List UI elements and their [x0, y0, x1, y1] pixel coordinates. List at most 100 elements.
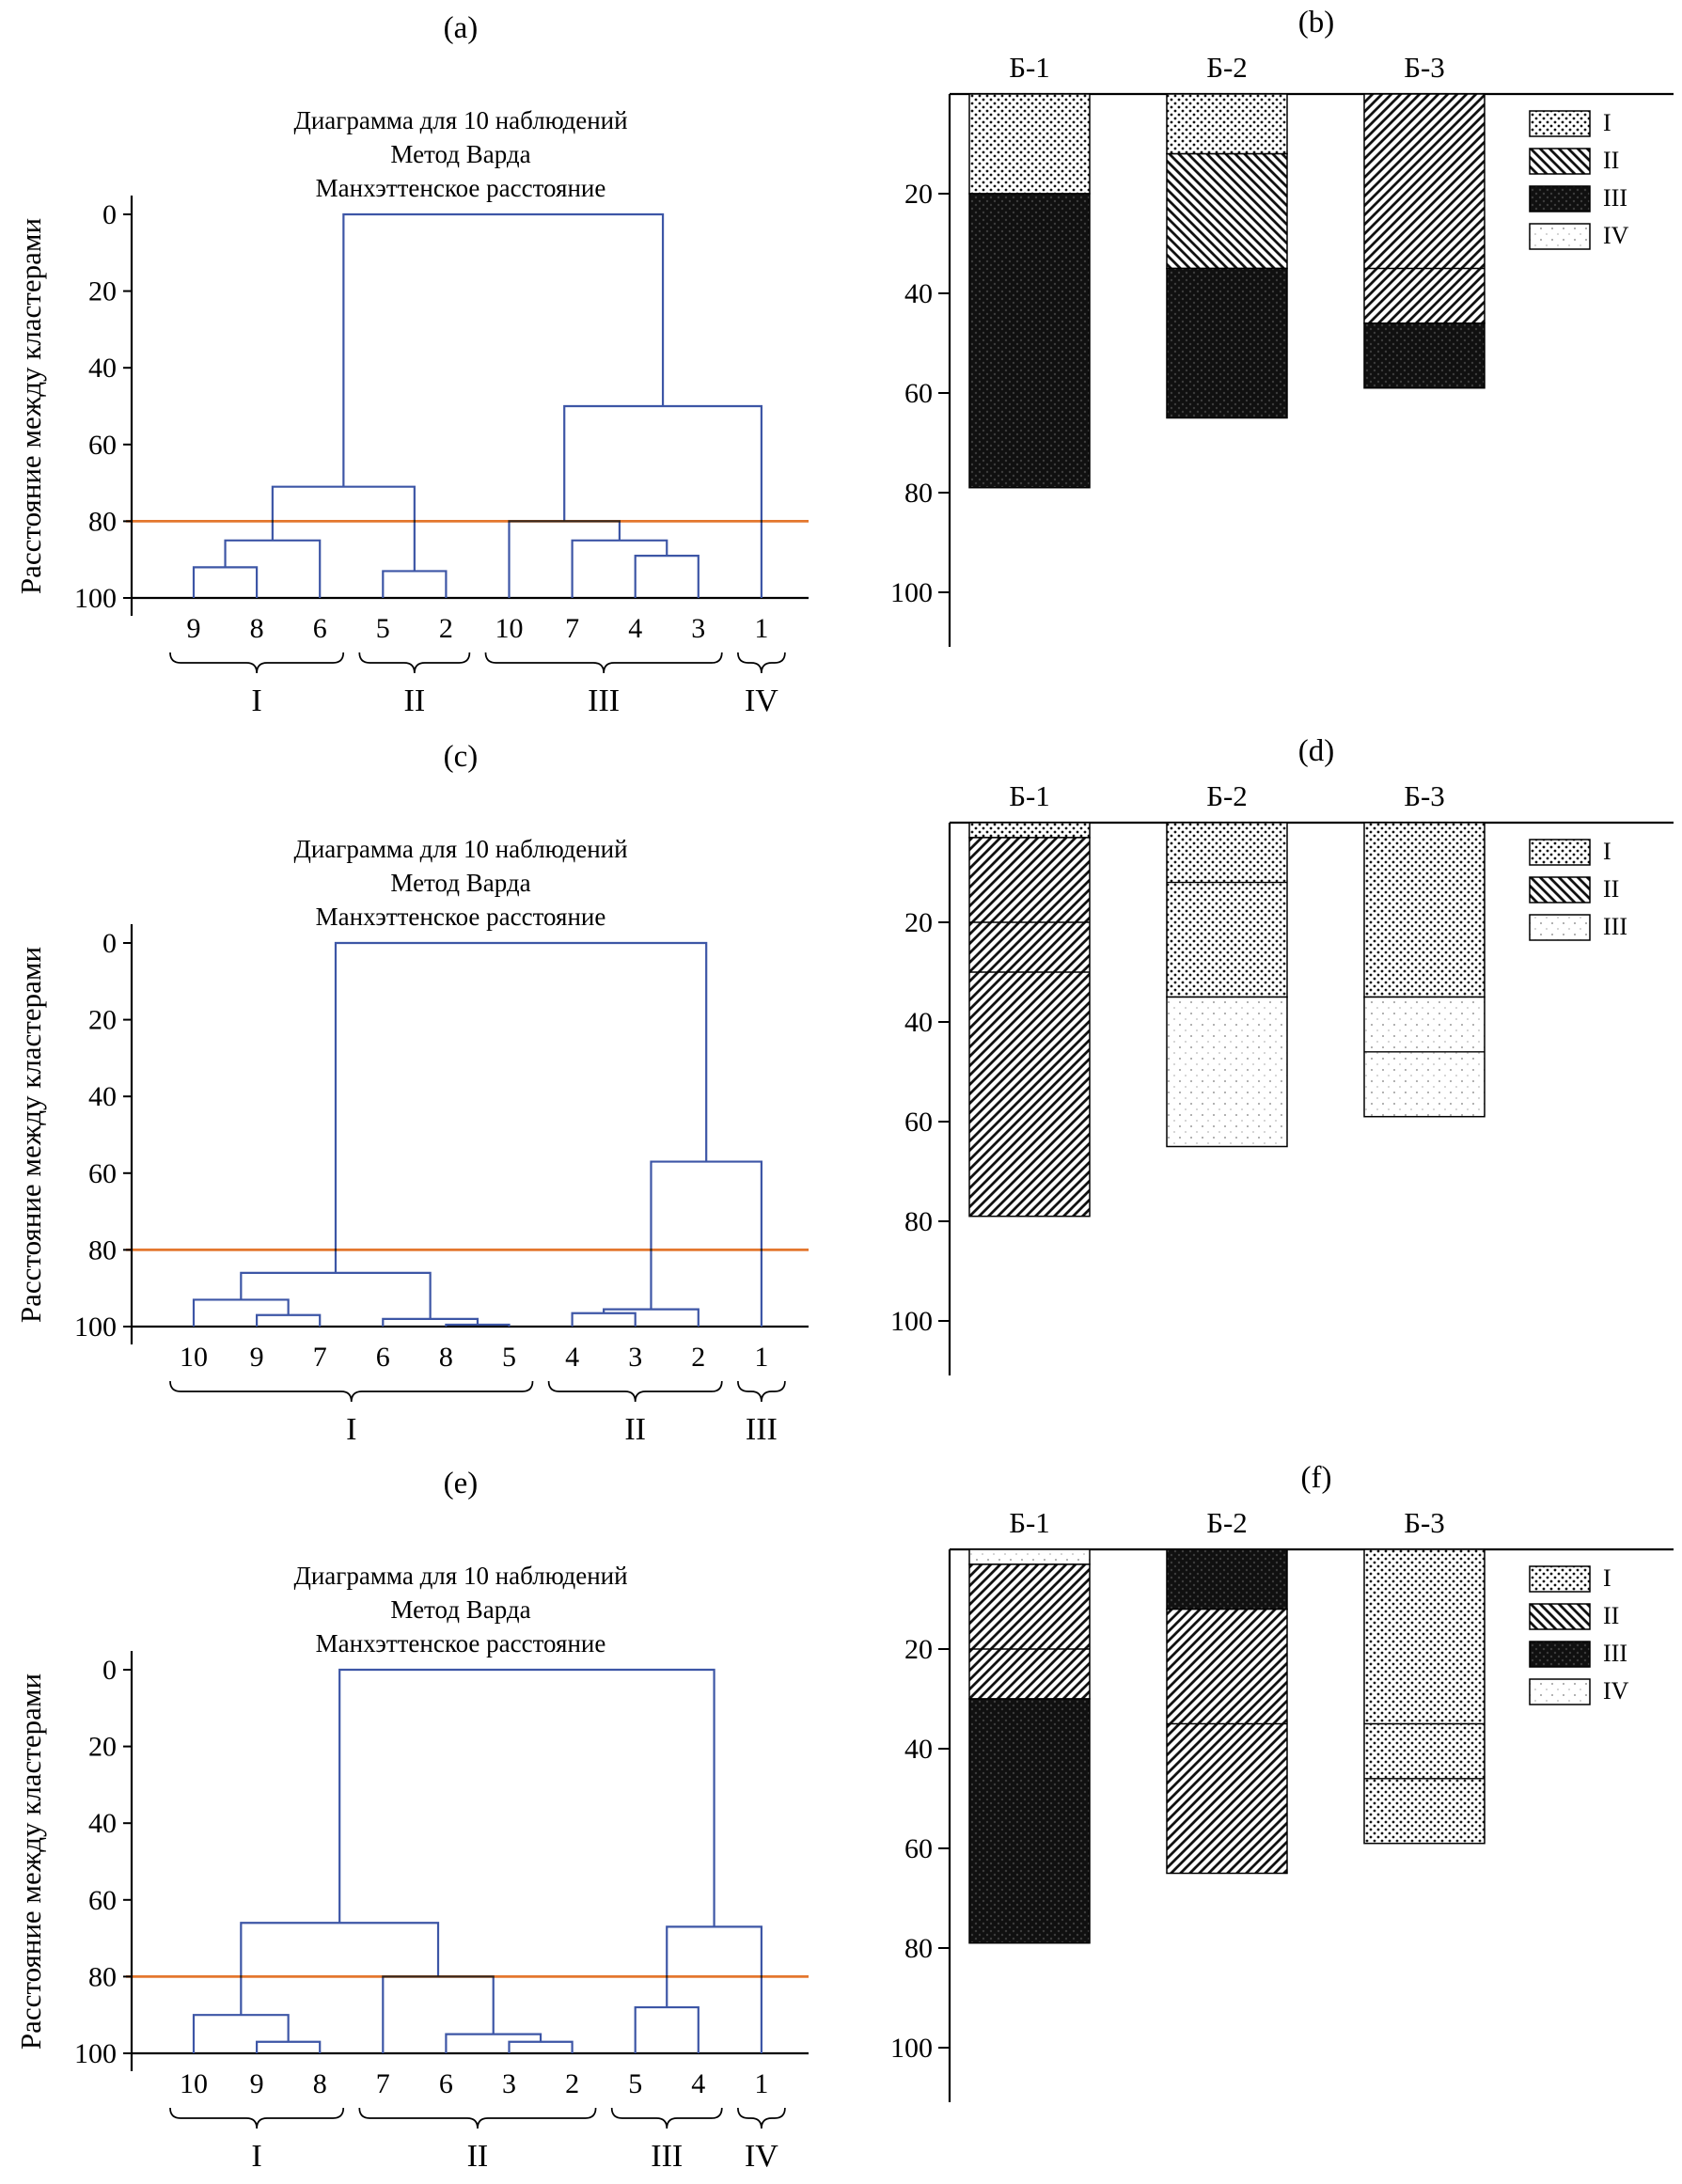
panel-letter-e: (e) [443, 1467, 479, 1501]
panel-c-dendrogram: (c) Диаграмма для 10 наблюдений Метод Ва… [0, 729, 846, 1457]
dendrogram-branch [382, 570, 448, 598]
leaf-label: 5 [628, 2068, 642, 2099]
panel-letter-b: (b) [1297, 6, 1335, 39]
y-tick-label: 80 [88, 1961, 117, 1992]
chart-title-line-1: Диаграмма для 10 наблюдений [293, 1562, 628, 1590]
y-tick-label: 20 [88, 1732, 117, 1763]
y-tick-label: 20 [904, 907, 933, 938]
chart-title-line-3: Манхэттенское расстояние [315, 1629, 606, 1658]
group-brace [484, 652, 723, 674]
legend-swatch-I [1529, 110, 1591, 137]
group-label: III [588, 683, 620, 718]
leaf-label: 3 [691, 613, 705, 644]
bar-segment-cluster-III [968, 1698, 1091, 1944]
bar-segment-cluster-III [1166, 996, 1288, 1148]
group-brace [610, 2107, 723, 2129]
dendrogram-branch [240, 1922, 440, 2016]
dendrogram-branch [666, 1925, 762, 2053]
group-brace [358, 2107, 597, 2129]
group-brace [358, 652, 471, 674]
leaf-label: 1 [754, 1342, 768, 1373]
dendrogram-branch [650, 1160, 762, 1327]
leaf-label: 3 [628, 1342, 642, 1373]
leaf-label: 2 [691, 1342, 705, 1373]
legend-label: I [1603, 1564, 1611, 1592]
leaf-label: 8 [439, 1342, 453, 1373]
leaf-label: 6 [313, 613, 327, 644]
chart-title-line-2: Метод Варда [390, 1595, 531, 1624]
bar-segment-cluster-II [1166, 1608, 1288, 1875]
bar-segment-cluster-I [1363, 1548, 1486, 1845]
chart-title: Диаграмма для 10 наблюдений Метод Варда … [122, 832, 799, 934]
legend-swatch-II [1529, 876, 1591, 903]
legend-label: III [1603, 184, 1627, 212]
y-tick-label: 20 [904, 1634, 933, 1665]
dendrogram-branch [256, 1313, 322, 1327]
dendrogram-branch [240, 1271, 432, 1319]
dendrogram-branch [445, 2033, 542, 2053]
category-label: Б-3 [1404, 1506, 1445, 1539]
y-tick-label: 40 [904, 1007, 933, 1038]
leaf-label: 10 [180, 2068, 208, 2099]
leaf-label: 5 [376, 613, 390, 644]
leaf-label: 2 [565, 2068, 579, 2099]
legend-swatch-IV [1529, 223, 1591, 250]
group-label: III [746, 1412, 778, 1447]
bar-segment-cluster-I [968, 93, 1091, 195]
group-brace [737, 652, 786, 674]
y-tick-label: 60 [904, 1107, 933, 1138]
y-tick-label: 80 [904, 478, 933, 509]
group-brace [169, 652, 345, 674]
bar-segment-cluster-I [1166, 822, 1288, 998]
y-tick-label: 60 [904, 1833, 933, 1864]
category-label: Б-2 [1206, 51, 1248, 84]
leaf-label: 4 [691, 2068, 705, 2099]
category-label: Б-1 [1009, 51, 1050, 84]
legend-label: I [1603, 838, 1611, 865]
legend-swatch-I [1529, 1565, 1591, 1593]
leaf-label: 1 [754, 613, 768, 644]
panel-letter-d: (d) [1297, 734, 1335, 768]
y-tick-label: 20 [88, 1005, 117, 1036]
leaf-label: 9 [250, 1342, 264, 1373]
chart-title: Диаграмма для 10 наблюдений Метод Варда … [122, 103, 799, 205]
panel-f-barchart: (f) 20 40 60 80 100 Б-1 Б-2 Б-3 I II III IV [884, 1455, 1682, 2184]
category-label: Б-1 [1009, 1506, 1050, 1539]
group-brace [169, 2107, 345, 2129]
category-label: Б-2 [1206, 779, 1248, 812]
group-brace [547, 1380, 723, 1403]
group-label: III [651, 2139, 683, 2174]
dendrogram-branch [382, 1975, 495, 2053]
panel-d-barchart: (d) 20 40 60 80 100 Б-1 Б-2 Б-3 I II III [884, 729, 1682, 1457]
y-tick-label: 80 [88, 506, 117, 537]
y-tick-label: 100 [74, 583, 117, 614]
leaf-label: 3 [502, 2068, 516, 2099]
legend-swatch-III [1529, 185, 1591, 212]
leaf-label: 7 [376, 2068, 390, 2099]
dendrogram-branch [224, 539, 322, 598]
legend-swatch-II [1529, 148, 1591, 175]
dendrogram-branch [256, 2040, 322, 2053]
group-label: IV [745, 2139, 778, 2174]
group-label: II [404, 683, 426, 718]
legend-label: II [1603, 875, 1619, 903]
legend-label: IV [1603, 222, 1629, 249]
bar-segment-cluster-I [968, 822, 1091, 839]
chart-title-line-3: Манхэттенское расстояние [315, 174, 606, 202]
dendrogram-branch [563, 404, 762, 598]
chart-title-line-1: Диаграмма для 10 наблюдений [293, 106, 628, 134]
y-tick-label: 40 [88, 1081, 117, 1112]
group-brace [169, 1380, 534, 1403]
group-label: I [251, 2139, 261, 2174]
category-label: Б-2 [1206, 1506, 1248, 1539]
group-brace [737, 1380, 786, 1403]
legend-label: III [1603, 1640, 1627, 1667]
leaf-label: 10 [495, 613, 524, 644]
y-tick-label: 100 [890, 1306, 933, 1337]
dendrogram-branch [508, 520, 621, 598]
